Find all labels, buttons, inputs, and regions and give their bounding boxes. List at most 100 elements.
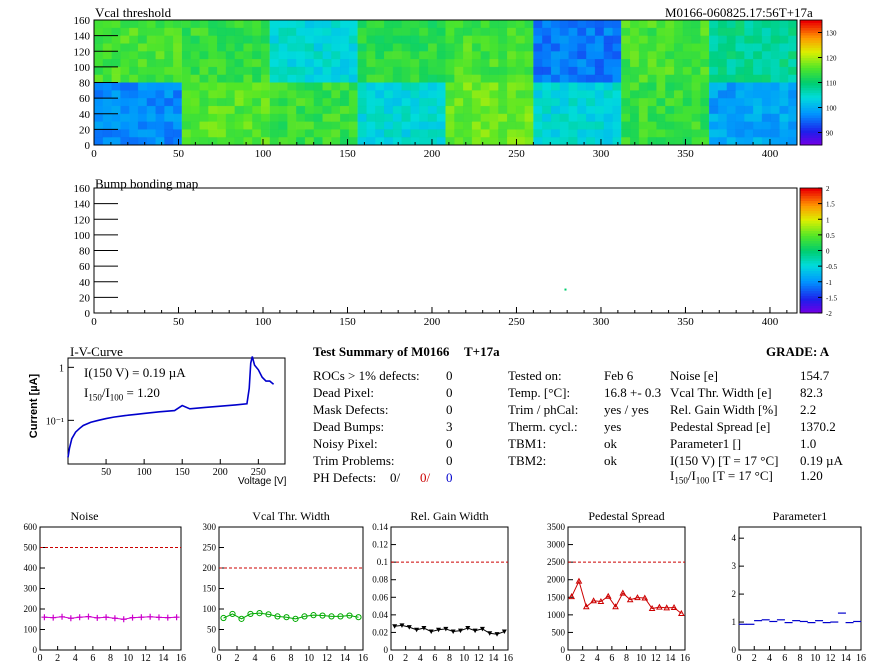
roc-texture bbox=[621, 51, 631, 60]
colorbar-tick-label: 2 bbox=[826, 185, 830, 193]
roc-texture bbox=[111, 51, 121, 60]
ratio-tail: [T = 17 °C] bbox=[709, 468, 773, 483]
roc-texture bbox=[340, 66, 350, 75]
roc-texture bbox=[489, 66, 499, 75]
roc-texture bbox=[217, 105, 227, 115]
colorbar-cell bbox=[800, 30, 822, 33]
roc-texture bbox=[269, 35, 279, 44]
roc-texture bbox=[348, 66, 358, 75]
roc-texture bbox=[401, 121, 411, 130]
roc-texture bbox=[594, 82, 604, 91]
roc-texture bbox=[436, 137, 446, 146]
roc-texture bbox=[471, 90, 481, 99]
roc-texture bbox=[665, 20, 675, 29]
roc-texture bbox=[550, 98, 561, 107]
roc-texture bbox=[594, 35, 604, 44]
roc-texture bbox=[401, 105, 411, 115]
roc-texture bbox=[647, 105, 657, 115]
roc-texture bbox=[770, 59, 780, 68]
roc-texture bbox=[647, 66, 657, 75]
ph-defects-value-1: 0/ bbox=[390, 470, 401, 485]
colorbar-cell bbox=[800, 308, 822, 311]
roc-texture bbox=[744, 66, 754, 75]
roc-y-tick-label: 250 bbox=[203, 543, 217, 553]
roc-texture bbox=[726, 90, 736, 99]
result-value: 1.0 bbox=[800, 436, 817, 451]
roc-texture bbox=[533, 66, 543, 75]
roc-texture bbox=[515, 27, 525, 36]
roc-texture bbox=[313, 137, 323, 146]
roc-texture bbox=[383, 105, 394, 115]
roc-texture bbox=[410, 137, 420, 146]
result-value: 2.2 bbox=[800, 402, 817, 417]
roc-texture bbox=[217, 137, 227, 146]
colorbar-cell bbox=[800, 218, 822, 221]
roc-texture bbox=[612, 43, 622, 52]
roc-texture bbox=[225, 113, 235, 122]
roc-texture bbox=[340, 27, 350, 36]
roc-texture bbox=[761, 59, 771, 68]
roc-point bbox=[220, 614, 227, 622]
roc-texture bbox=[111, 74, 121, 83]
roc-texture bbox=[524, 105, 534, 115]
roc-texture bbox=[199, 74, 209, 83]
plot-frame bbox=[93, 187, 798, 314]
roc-texture bbox=[137, 82, 148, 91]
roc-texture bbox=[717, 105, 727, 115]
roc-point bbox=[310, 612, 317, 619]
roc-texture bbox=[691, 98, 701, 107]
roc-texture bbox=[507, 82, 517, 91]
roc-texture bbox=[630, 82, 640, 91]
roc-texture bbox=[296, 27, 306, 36]
roc-texture bbox=[260, 59, 271, 68]
roc-texture bbox=[717, 20, 727, 29]
roc-texture bbox=[392, 27, 402, 36]
roc-texture bbox=[471, 82, 481, 91]
roc-texture bbox=[480, 27, 490, 36]
roc-texture bbox=[366, 98, 376, 107]
roc-texture bbox=[673, 59, 684, 68]
roc-texture bbox=[155, 121, 165, 130]
roc-texture bbox=[445, 43, 455, 52]
roc-point bbox=[319, 612, 326, 619]
roc-texture bbox=[225, 35, 235, 44]
roc-texture bbox=[287, 35, 297, 44]
roc-texture bbox=[181, 51, 191, 60]
roc-texture bbox=[173, 51, 183, 60]
roc-texture bbox=[155, 129, 165, 138]
roc-texture bbox=[761, 35, 771, 44]
roc-texture bbox=[269, 113, 279, 122]
roc-texture bbox=[691, 74, 701, 83]
roc-texture bbox=[234, 51, 244, 60]
roc-texture bbox=[173, 20, 183, 29]
roc-texture bbox=[392, 20, 402, 29]
roc-texture bbox=[542, 90, 552, 99]
roc-texture bbox=[524, 27, 534, 36]
roc-texture bbox=[190, 20, 200, 29]
colorbar-cell bbox=[800, 265, 822, 269]
colorbar-cell bbox=[800, 112, 822, 116]
roc-texture bbox=[419, 137, 429, 146]
roc-texture bbox=[173, 74, 183, 83]
roc-texture bbox=[471, 43, 481, 52]
roc-texture bbox=[673, 51, 684, 60]
roc-texture bbox=[454, 98, 464, 107]
roc-texture bbox=[304, 82, 314, 91]
roc-texture bbox=[761, 66, 771, 75]
roc-plot-frame bbox=[39, 526, 182, 651]
roc-texture bbox=[709, 35, 719, 44]
roc-texture bbox=[260, 35, 271, 44]
roc-texture bbox=[638, 51, 648, 60]
roc-x-tick-label: 4 bbox=[253, 653, 258, 664]
colorbar-cell bbox=[800, 117, 822, 121]
roc-texture bbox=[603, 74, 613, 83]
roc-texture bbox=[682, 105, 692, 115]
roc-texture bbox=[691, 59, 701, 68]
roc-texture bbox=[401, 20, 411, 29]
roc-point bbox=[634, 594, 641, 601]
roc-texture bbox=[665, 82, 675, 91]
roc-texture bbox=[770, 43, 780, 52]
roc-texture bbox=[454, 59, 464, 68]
roc-texture bbox=[234, 113, 244, 122]
colorbar-cell bbox=[800, 55, 822, 58]
